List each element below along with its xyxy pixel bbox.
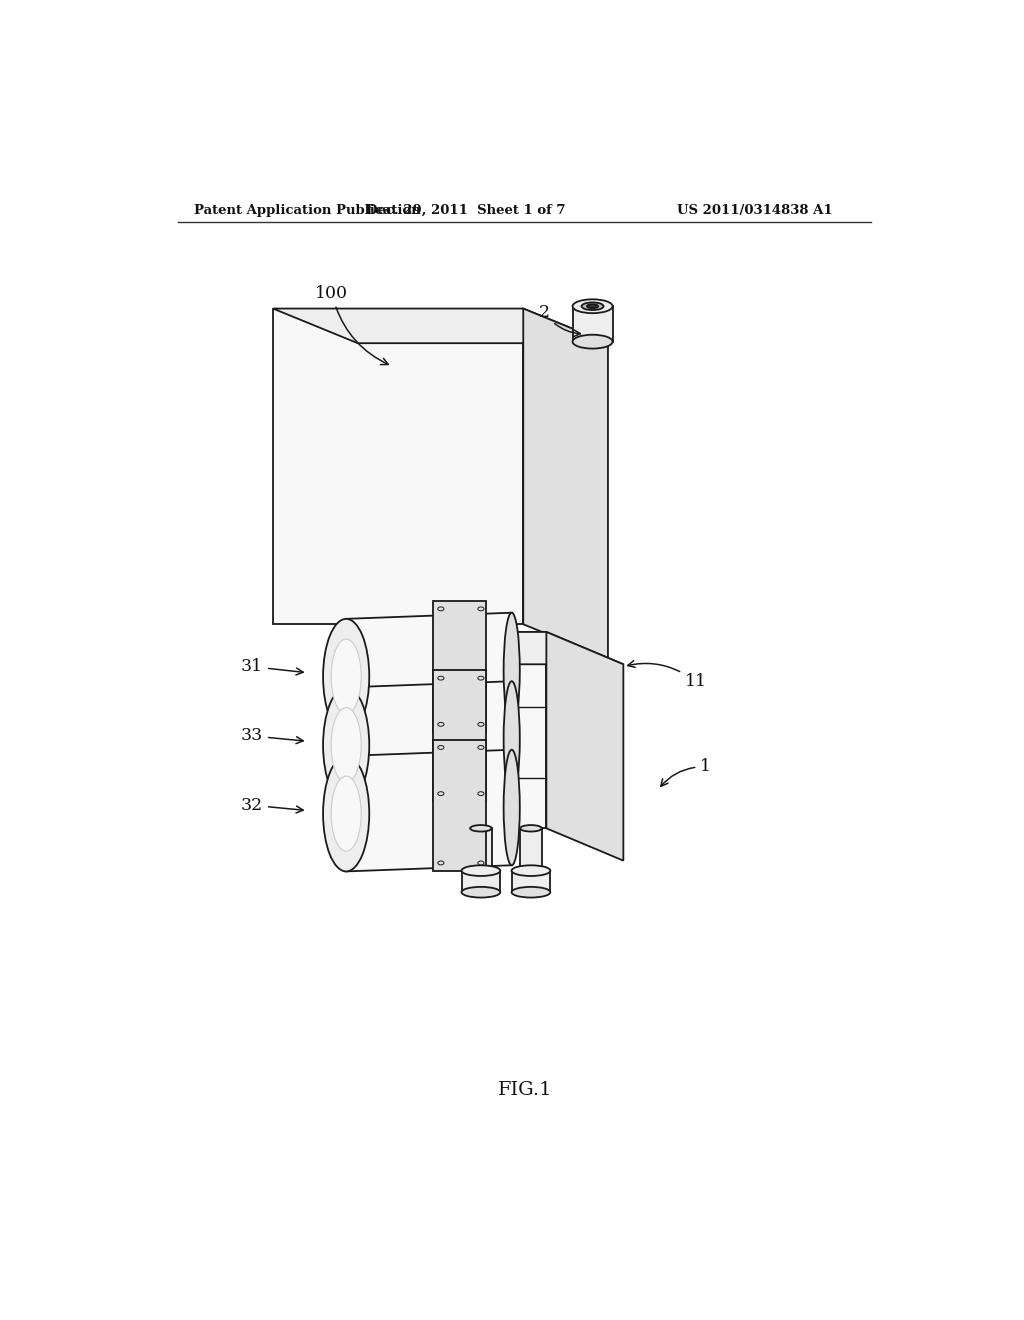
Ellipse shape (478, 792, 484, 796)
Ellipse shape (572, 300, 612, 313)
Polygon shape (520, 829, 542, 871)
Ellipse shape (462, 887, 501, 898)
Ellipse shape (331, 639, 361, 714)
Ellipse shape (438, 676, 444, 680)
Ellipse shape (478, 861, 484, 865)
Ellipse shape (470, 825, 492, 832)
Ellipse shape (587, 305, 598, 308)
Ellipse shape (478, 746, 484, 750)
Text: 11: 11 (628, 660, 707, 690)
Ellipse shape (323, 619, 370, 734)
Text: Dec. 29, 2011  Sheet 1 of 7: Dec. 29, 2011 Sheet 1 of 7 (366, 205, 565, 218)
Polygon shape (462, 871, 501, 892)
Polygon shape (388, 632, 624, 664)
Polygon shape (512, 871, 550, 892)
Ellipse shape (478, 722, 484, 726)
Ellipse shape (438, 861, 444, 865)
Ellipse shape (478, 676, 484, 680)
Ellipse shape (520, 825, 542, 832)
Polygon shape (388, 632, 547, 829)
Ellipse shape (504, 750, 520, 866)
Polygon shape (273, 309, 523, 624)
Ellipse shape (512, 887, 550, 898)
Ellipse shape (438, 792, 444, 796)
Text: Patent Application Publication: Patent Application Publication (194, 205, 421, 218)
Polygon shape (346, 612, 512, 734)
Polygon shape (346, 681, 512, 803)
Polygon shape (547, 632, 624, 861)
Text: 100: 100 (315, 285, 388, 364)
Text: 32: 32 (241, 797, 303, 813)
Text: 1: 1 (660, 758, 712, 787)
Polygon shape (433, 601, 485, 733)
Ellipse shape (438, 607, 444, 611)
Polygon shape (346, 750, 512, 871)
Text: US 2011/0314838 A1: US 2011/0314838 A1 (677, 205, 833, 218)
Ellipse shape (572, 335, 612, 348)
Text: 33: 33 (241, 727, 303, 744)
Ellipse shape (323, 756, 370, 871)
Ellipse shape (438, 722, 444, 726)
Ellipse shape (323, 688, 370, 803)
Ellipse shape (504, 612, 520, 729)
Ellipse shape (438, 746, 444, 750)
Ellipse shape (462, 866, 501, 876)
Ellipse shape (504, 681, 520, 797)
Polygon shape (523, 309, 608, 659)
Ellipse shape (512, 866, 550, 876)
Ellipse shape (478, 607, 484, 611)
Text: 31: 31 (241, 659, 303, 675)
Polygon shape (273, 309, 608, 343)
Ellipse shape (582, 302, 603, 310)
Text: 2: 2 (539, 304, 581, 337)
Text: FIG.1: FIG.1 (498, 1081, 552, 1100)
Polygon shape (470, 829, 492, 871)
Ellipse shape (331, 708, 361, 783)
Polygon shape (572, 306, 612, 342)
Polygon shape (433, 739, 485, 871)
Polygon shape (433, 671, 485, 801)
Ellipse shape (331, 776, 361, 851)
